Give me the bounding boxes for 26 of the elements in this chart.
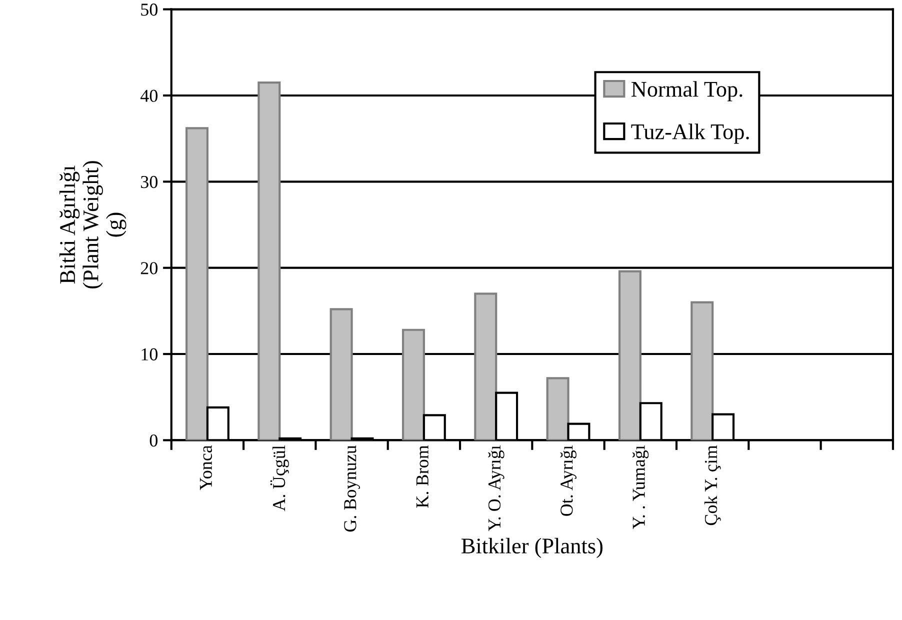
y-axis-title: Bitki Ağırlığı (Plant Weight) (g) <box>59 161 126 288</box>
x-tick-label: Yonca <box>200 445 212 490</box>
x-tick-label: G. Boynuzu <box>344 445 360 532</box>
y-tick-label: 40 <box>140 90 158 102</box>
x-tick-label: Y. O. Ayrığı <box>488 445 504 532</box>
legend-label: Tuz-Alk Top. <box>631 124 749 144</box>
bar <box>546 377 570 440</box>
x-axis-title: Bitkiler (Plants) <box>462 538 602 558</box>
x-tick-label: A. Üçgül <box>270 445 289 512</box>
y-tick-label: 10 <box>142 348 158 360</box>
bar <box>690 301 714 440</box>
x-tick-label: K. Brom <box>416 445 429 508</box>
y-tick-label: 30 <box>140 176 158 188</box>
y-tick-label: 50 <box>141 4 158 16</box>
bar <box>402 328 425 440</box>
y-tick-label: 20 <box>140 262 158 274</box>
legend-label: Normal Top. <box>631 81 742 102</box>
bar <box>618 270 642 440</box>
x-tick-label: Çok Y. çim <box>704 445 721 526</box>
bar <box>330 308 353 440</box>
bar <box>258 82 281 440</box>
bar <box>185 127 209 440</box>
bar <box>474 292 498 440</box>
x-tick-label: Ot. Ayrığı <box>560 445 576 516</box>
y-tick-label: 0 <box>150 434 158 447</box>
x-tick-label: Y. . Yumağı <box>632 445 649 530</box>
